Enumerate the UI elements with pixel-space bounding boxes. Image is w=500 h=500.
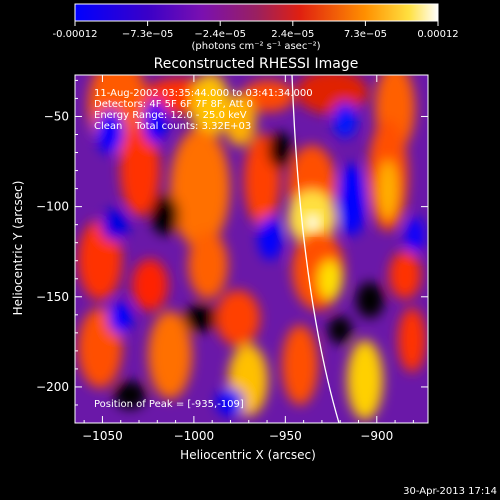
heatmap-blob bbox=[268, 132, 292, 168]
colorbar-tick-label: 7.3e−05 bbox=[344, 29, 387, 40]
heatmap-blob bbox=[378, 160, 398, 220]
heatmap-blob bbox=[258, 216, 282, 260]
plot-frame bbox=[74, 74, 429, 424]
peak-position-label: Position of Peak = [-935,-109] bbox=[94, 399, 244, 410]
colorbar-tick-label: −2.4e−05 bbox=[194, 29, 246, 40]
y-tick-label: −50 bbox=[44, 109, 69, 123]
heatmap-blob bbox=[282, 325, 318, 405]
annotation-counts: Clean Total counts: 3.32E+03 bbox=[94, 121, 251, 132]
heatmap-blob bbox=[389, 251, 421, 299]
heatmap bbox=[75, 75, 428, 423]
x-tick-label: −1050 bbox=[82, 429, 123, 443]
heatmap-blob bbox=[405, 217, 425, 253]
heatmap-blob bbox=[216, 388, 244, 416]
heatmap-blob bbox=[96, 110, 124, 154]
heatmap-blob bbox=[224, 94, 256, 146]
x-tick-label: −1000 bbox=[174, 429, 215, 443]
x-axis-label: Heliocentric X (arcsec) bbox=[180, 448, 316, 462]
heatmap-blob bbox=[347, 340, 383, 420]
peak-source bbox=[304, 212, 321, 233]
colorbar-tick-label: -0.00012 bbox=[53, 29, 98, 40]
heatmap-blob bbox=[338, 164, 366, 236]
heatmap-blob bbox=[216, 290, 260, 346]
colorbar-units: (photons cm⁻² s⁻¹ asec⁻²) bbox=[191, 41, 320, 52]
y-axis-label: Heliocentric Y (arcsec) bbox=[11, 181, 25, 316]
heatmap-blobs bbox=[78, 75, 426, 420]
heatmap-blob bbox=[184, 304, 216, 332]
heatmap-blob bbox=[242, 80, 294, 112]
heatmap-blob bbox=[190, 75, 230, 137]
heatmap-blob bbox=[143, 100, 167, 144]
heatmap-blob bbox=[132, 259, 168, 311]
colorbar-tick-label: −7.3e−05 bbox=[122, 29, 174, 40]
footer-timestamp: 30-Apr-2013 17:14 bbox=[403, 486, 497, 497]
solar-limb-line bbox=[291, 75, 340, 423]
heatmap-blob bbox=[188, 231, 228, 299]
colorbar-tick-label: 2.4e−05 bbox=[271, 29, 314, 40]
annotation-detectors: Detectors: 4F 5F 6F 7F 8F, Att 0 bbox=[94, 99, 253, 110]
heatmap-blob bbox=[151, 195, 179, 235]
heatmap-blob bbox=[333, 102, 357, 138]
heatmap-blob bbox=[318, 260, 342, 300]
colorbar-ticks: -0.00012 −7.3e−05 −2.4e−05 2.4e−05 7.3e−05 0.… bbox=[53, 21, 459, 40]
heatmap-blob bbox=[148, 311, 192, 399]
chart-title: Reconstructed RHESSI Image bbox=[154, 56, 359, 72]
heatmap-blob bbox=[108, 302, 132, 334]
y-tick-label: −150 bbox=[36, 290, 69, 304]
heatmap-blob bbox=[356, 282, 384, 318]
y-tick-label: −200 bbox=[36, 380, 69, 394]
heatmap-blob bbox=[101, 209, 129, 241]
heatmap-blob bbox=[398, 308, 426, 372]
heatmap-blob bbox=[120, 124, 160, 216]
x-tick-label: −950 bbox=[269, 429, 302, 443]
heatmap-blob bbox=[328, 316, 352, 344]
y-tick-label: −100 bbox=[36, 200, 69, 214]
heatmap-blob bbox=[170, 128, 230, 248]
axes: −1050 −1000 −950 −900 −50 −100 −150 −200 bbox=[36, 75, 428, 443]
heatmap-blob bbox=[114, 381, 146, 409]
colorbar-tick-label: 0.00012 bbox=[417, 29, 458, 40]
annotation-energy: Energy Range: 12.0 - 25.0 keV bbox=[94, 110, 247, 121]
x-tick-label: −900 bbox=[360, 429, 393, 443]
colorbar bbox=[74, 3, 439, 22]
annotation-time: 11-Aug-2002 03:35:44.000 to 03:41:34.000 bbox=[94, 88, 313, 99]
